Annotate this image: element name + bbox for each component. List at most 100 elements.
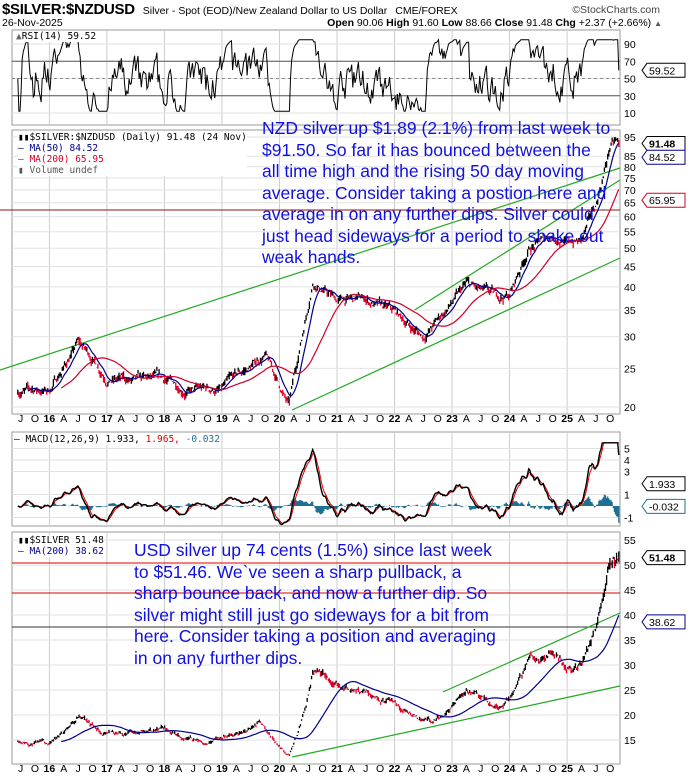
x-tick-label: 24 bbox=[504, 763, 516, 775]
usd-y-tick-label: 20 bbox=[624, 710, 636, 722]
x-tick-label: 18 bbox=[159, 413, 171, 425]
chart-title-bar: $SILVER:$NZDUSD Silver - Spot (EOD)/New … bbox=[2, 1, 458, 18]
macd-last-tag: 1.933 bbox=[641, 476, 686, 492]
macd-panel-frame bbox=[11, 431, 621, 527]
nzd-y-tick-label: 85 bbox=[624, 151, 636, 163]
nzd-y-tick-label: 75 bbox=[624, 173, 636, 185]
x-tick-label: J bbox=[18, 763, 23, 775]
open-label: Open bbox=[327, 17, 354, 29]
nzd-legend-title: ▮▮$SILVER:$NZDUSD (Daily) 91.48 (24 Nov) bbox=[18, 132, 247, 143]
ma50-last-tag-text: 84.52 bbox=[649, 152, 675, 164]
x-tick-label: J bbox=[478, 413, 483, 425]
usd-price-legend: ▮▮$SILVER 51.48 — MA(200) 38.62 bbox=[18, 535, 104, 557]
x-tick-label: O bbox=[203, 413, 211, 425]
x-tick-label: 23 bbox=[446, 413, 458, 425]
nzd-y-tick-label: 80 bbox=[624, 162, 636, 174]
x-tick-label: 20 bbox=[274, 763, 286, 775]
trendline bbox=[291, 685, 621, 758]
close-value: 91.48 bbox=[526, 17, 553, 29]
chg-label: Chg bbox=[555, 17, 576, 29]
nzd-y-tick-label: 45 bbox=[624, 261, 636, 273]
open-value: 90.06 bbox=[356, 17, 384, 29]
chart-date: 26-Nov-2025 bbox=[2, 17, 63, 29]
nzd-y-tick-label: 20 bbox=[624, 402, 636, 414]
x-tick-label: A bbox=[520, 763, 527, 775]
macd-y-tick-label: 1 bbox=[624, 490, 630, 502]
exchange-label: CME/FOREX bbox=[395, 5, 458, 17]
rsi-line bbox=[17, 38, 620, 112]
usd-y-tick-label: 50 bbox=[624, 560, 636, 572]
trendline bbox=[414, 179, 621, 311]
x-tick-label: O bbox=[549, 413, 557, 425]
x-tick-label: 25 bbox=[561, 413, 573, 425]
x-tick-label: O bbox=[606, 413, 614, 425]
x-tick-label: 17 bbox=[101, 763, 113, 775]
usd-last-price-tag-box bbox=[641, 550, 686, 566]
usd-last-price-tag: 51.48 bbox=[641, 550, 686, 566]
usd-ma200-line bbox=[61, 614, 620, 743]
low-value: 88.66 bbox=[465, 17, 492, 29]
usd-y-tick-label: 35 bbox=[624, 635, 636, 647]
nzd-y-tick-label: 30 bbox=[624, 332, 636, 344]
nzd-annotation: NZD silver up $1.89 (2.1%) from last wee… bbox=[262, 118, 611, 267]
volume-legend: ▮ Volume undef bbox=[18, 165, 99, 176]
x-tick-label: O bbox=[146, 763, 154, 775]
macd-y-tick-label: 3 bbox=[624, 467, 630, 479]
usd-legend-title: ▮▮$SILVER 51.48 bbox=[18, 535, 104, 546]
x-tick-label: J bbox=[306, 413, 311, 425]
nzd-y-tick-label: 35 bbox=[624, 305, 636, 317]
low-label: Low bbox=[441, 17, 463, 29]
x-tick-label: O bbox=[31, 763, 39, 775]
x-tick-label: O bbox=[146, 413, 154, 425]
x-tick-label: J bbox=[363, 413, 368, 425]
ma200-legend: — MA(200) 65.95 bbox=[18, 154, 104, 165]
nzd-panel-frame bbox=[11, 129, 621, 415]
rsi-legend: ▲RSI(14) 59.52 bbox=[16, 31, 97, 42]
ma200-line bbox=[60, 188, 620, 391]
macd-hist-last-tag-box bbox=[641, 498, 686, 514]
macd-hist-last-tag-text: -0.032 bbox=[649, 501, 679, 513]
ma50-line bbox=[27, 142, 620, 397]
candlestick-icon: ▮▮ bbox=[18, 132, 30, 143]
macd-hist-last-tag: -0.032 bbox=[641, 498, 686, 514]
x-tick-label: J bbox=[421, 763, 426, 775]
x-tick-label: A bbox=[233, 763, 240, 775]
trendline bbox=[0, 167, 621, 371]
x-tick-label: J bbox=[306, 763, 311, 775]
macd-y-tick-label: 4 bbox=[624, 455, 630, 467]
x-tick-label: 16 bbox=[44, 413, 56, 425]
nzd-y-tick-label: 40 bbox=[624, 282, 636, 294]
x-tick-label: 22 bbox=[389, 763, 401, 775]
stockcharts-logo[interactable]: ©StockCharts.com bbox=[572, 4, 660, 16]
x-tick-label: J bbox=[133, 413, 138, 425]
x-tick-label: O bbox=[203, 763, 211, 775]
rsi-panel-frame bbox=[11, 29, 621, 126]
x-tick-label: J bbox=[248, 413, 253, 425]
x-tick-label: A bbox=[348, 413, 355, 425]
x-tick-label: 25 bbox=[561, 763, 573, 775]
x-tick-label: 21 bbox=[331, 763, 343, 775]
x-tick-label: A bbox=[118, 763, 125, 775]
x-tick-label: A bbox=[290, 413, 297, 425]
x-tick-label: A bbox=[175, 413, 182, 425]
x-tick-label: 20 bbox=[274, 413, 286, 425]
usd-y-tick-label: 40 bbox=[624, 610, 636, 622]
chg-value: +2.37 (+2.66%) bbox=[578, 17, 652, 29]
ohlc-readout: Open 90.06 High 91.60 Low 88.66 Close 91… bbox=[327, 17, 662, 29]
chart-description: Silver - Spot (EOD)/New Zealand Dollar t… bbox=[142, 5, 388, 17]
macd-legend: — MACD(12,26,9) 1.933, 1.965, -0.032 bbox=[14, 434, 220, 445]
usd-price-up-bars bbox=[17, 551, 620, 756]
macd-y-tick-label: -1 bbox=[624, 513, 633, 525]
x-tick-label: J bbox=[536, 413, 541, 425]
x-tick-label: 18 bbox=[159, 763, 171, 775]
x-tick-label: 23 bbox=[446, 763, 458, 775]
usd-y-tick-label: 25 bbox=[624, 685, 636, 697]
x-tick-label: O bbox=[88, 413, 96, 425]
nzd-y-tick-label: 25 bbox=[624, 363, 636, 375]
ma50-last-tag-box bbox=[641, 149, 686, 165]
macd-last-tag-text: 1.933 bbox=[649, 479, 675, 491]
ma50-legend: — MA(50) 84.52 bbox=[18, 143, 99, 154]
nzd-last-price-tag: 91.48 bbox=[641, 136, 686, 152]
x-tick-label: O bbox=[319, 763, 327, 775]
rsi-last-tag-text: 59.52 bbox=[649, 65, 675, 77]
